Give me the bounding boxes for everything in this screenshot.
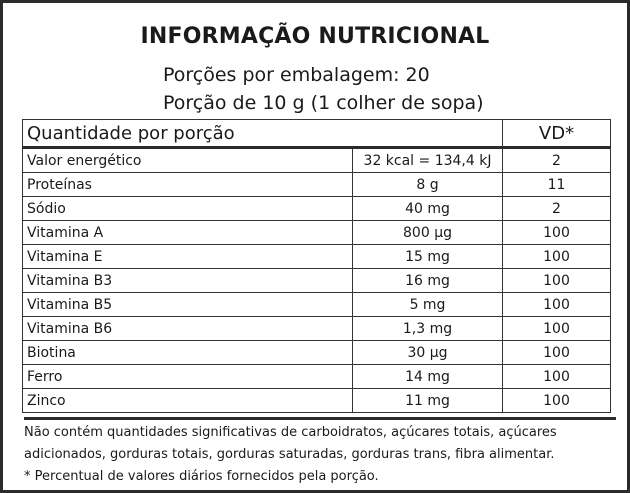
nutrient-vd: 2 xyxy=(502,147,612,173)
serving-size: Porção de 10 g (1 colher de sopa) xyxy=(163,92,484,114)
nutrient-name: Proteínas xyxy=(22,172,353,197)
nutrient-vd: 2 xyxy=(502,196,612,221)
table-row: Vitamina E 15 mg 100 xyxy=(22,244,612,269)
nutrient-amount: 800 µg xyxy=(351,220,504,245)
nutrient-name: Zinco xyxy=(22,388,353,413)
nutrient-name: Valor energético xyxy=(22,147,353,173)
servings-per-package: Porções por embalagem: 20 xyxy=(163,64,430,86)
nutrition-table: Quantidade por porção VD* Valor energéti… xyxy=(21,119,612,413)
nutrient-amount: 30 µg xyxy=(351,340,504,365)
nutrient-name: Vitamina B5 xyxy=(22,292,353,317)
nutrient-amount: 14 mg xyxy=(351,364,504,389)
table-row: Vitamina B3 16 mg 100 xyxy=(22,268,612,293)
nutrition-rows: Valor energético 32 kcal = 134,4 kJ 2 Prote… xyxy=(22,147,612,413)
nutrient-amount: 40 mg xyxy=(351,196,504,221)
nutrient-amount: 5 mg xyxy=(351,292,504,317)
nutrient-vd: 11 xyxy=(502,172,612,197)
table-row: Vitamina B6 1,3 mg 100 xyxy=(22,316,612,341)
nutrient-name: Biotina xyxy=(22,340,353,365)
table-row: Biotina 30 µg 100 xyxy=(22,340,612,365)
header-vd: VD* xyxy=(502,119,612,149)
nutrient-name: Vitamina B3 xyxy=(22,268,353,293)
nutrient-amount: 16 mg xyxy=(351,268,504,293)
table-header-row: Quantidade por porção VD* xyxy=(21,119,612,149)
footnotes: Não contém quantidades significativas de… xyxy=(24,417,616,488)
footnote-vd: * Percentual de valores diários fornecid… xyxy=(24,469,379,484)
table-row: Valor energético 32 kcal = 134,4 kJ 2 xyxy=(22,147,612,173)
nutrient-name: Vitamina A xyxy=(22,220,353,245)
nutrient-amount: 15 mg xyxy=(351,244,504,269)
footnote-line-2: adicionados, gorduras totais, gorduras s… xyxy=(24,447,555,462)
nutrient-vd: 100 xyxy=(502,244,612,269)
nutrient-vd: 100 xyxy=(502,388,612,413)
footnote-line-1: Não contém quantidades significativas de… xyxy=(24,425,557,440)
table-row: Sódio 40 mg 2 xyxy=(22,196,612,221)
table-row: Zinco 11 mg 100 xyxy=(22,388,612,413)
nutrient-vd: 100 xyxy=(502,220,612,245)
nutrient-name: Vitamina B6 xyxy=(22,316,353,341)
nutrient-vd: 100 xyxy=(502,316,612,341)
nutrient-vd: 100 xyxy=(502,340,612,365)
nutrient-vd: 100 xyxy=(502,364,612,389)
header-quantity: Quantidade por porção xyxy=(21,119,504,149)
nutrient-vd: 100 xyxy=(502,292,612,317)
table-row: Proteínas 8 g 11 xyxy=(22,172,612,197)
nutrient-name: Vitamina E xyxy=(22,244,353,269)
nutrient-amount: 1,3 mg xyxy=(351,316,504,341)
table-row: Vitamina A 800 µg 100 xyxy=(22,220,612,245)
nutrient-vd: 100 xyxy=(502,268,612,293)
nutrient-amount: 8 g xyxy=(351,172,504,197)
nutrient-name: Ferro xyxy=(22,364,353,389)
table-row: Vitamina B5 5 mg 100 xyxy=(22,292,612,317)
label-title: INFORMAÇÃO NUTRICIONAL xyxy=(140,24,490,49)
nutrient-amount: 11 mg xyxy=(351,388,504,413)
nutrient-amount: 32 kcal = 134,4 kJ xyxy=(351,147,504,173)
nutrient-name: Sódio xyxy=(22,196,353,221)
table-row: Ferro 14 mg 100 xyxy=(22,364,612,389)
